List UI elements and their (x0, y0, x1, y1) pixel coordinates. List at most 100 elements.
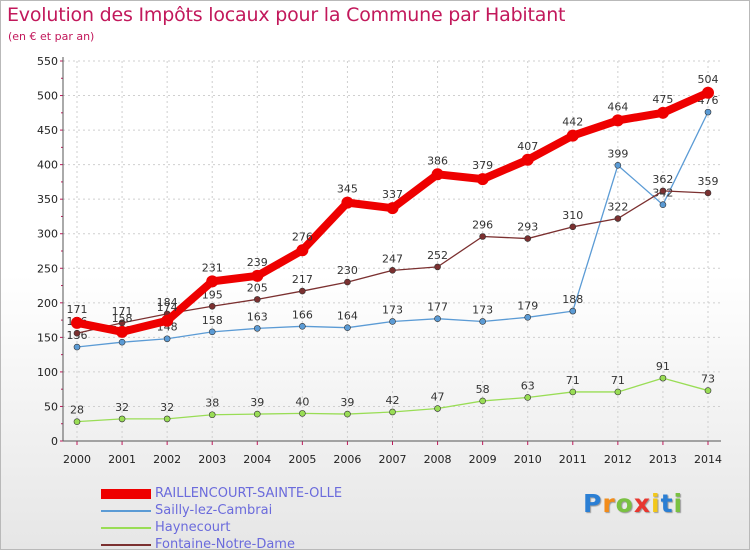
y-tick-label: 200 (37, 297, 58, 310)
data-label: 39 (340, 396, 354, 409)
x-tick-label: 2011 (559, 453, 587, 466)
data-point (344, 410, 351, 418)
x-tick-label: 2010 (514, 453, 542, 466)
chart-title: Evolution des Impôts locaux pour la Comm… (7, 4, 566, 26)
y-tick-label: 550 (37, 55, 58, 68)
data-label: 91 (656, 360, 670, 373)
x-tick-label: 2012 (604, 453, 632, 466)
data-label: 179 (517, 299, 538, 312)
proxiti-logo: Proxiti (583, 489, 683, 518)
x-tick-label: 2009 (469, 453, 497, 466)
data-label: 296 (472, 218, 493, 231)
data-point (614, 215, 622, 222)
data-point (253, 410, 261, 418)
data-point (341, 196, 354, 209)
data-point (611, 114, 624, 127)
data-point (476, 173, 489, 186)
data-point (163, 335, 171, 343)
logo-letter: i (673, 489, 684, 518)
data-label: 379 (472, 159, 493, 172)
data-point (251, 269, 264, 282)
data-point (431, 168, 444, 181)
logo-letter: r (602, 489, 616, 518)
data-point (524, 314, 532, 321)
data-label: 173 (382, 303, 403, 316)
y-tick-label: 450 (37, 124, 58, 137)
data-point (434, 405, 441, 412)
data-point (702, 86, 714, 99)
data-label: 171 (112, 305, 133, 318)
x-tick-label: 2014 (694, 453, 722, 466)
data-label: 171 (67, 303, 88, 316)
y-tick-label: 300 (37, 228, 58, 241)
data-point (434, 315, 441, 323)
y-tick-label: 50 (44, 400, 58, 413)
x-tick-label: 2005 (288, 453, 316, 466)
data-point (344, 278, 351, 286)
data-label: 464 (607, 100, 628, 113)
data-label: 359 (698, 175, 719, 188)
data-label: 173 (472, 303, 493, 316)
data-label: 39 (250, 396, 264, 409)
data-label: 362 (652, 173, 673, 186)
legend-swatch-fontaine (101, 543, 151, 546)
legend-label-fontaine: Fontaine-Notre-Dame (155, 537, 295, 552)
data-point (386, 202, 399, 215)
logo-letter: P (583, 489, 603, 518)
data-label: 239 (247, 256, 268, 269)
y-tick-label: 0 (51, 435, 58, 448)
data-point (116, 325, 129, 338)
data-label: 71 (566, 374, 580, 387)
data-point (566, 129, 579, 142)
data-label: 504 (698, 73, 719, 86)
data-point (521, 153, 534, 166)
data-point (704, 387, 712, 394)
data-point (569, 307, 577, 315)
data-label: 58 (476, 383, 490, 396)
data-point (704, 108, 712, 116)
y-tick-label: 350 (37, 193, 58, 206)
data-point (656, 106, 669, 119)
data-label: 32 (115, 401, 129, 414)
data-point (73, 329, 81, 337)
data-point (569, 388, 577, 396)
data-point (253, 296, 261, 303)
data-label: 40 (295, 395, 309, 408)
data-point (253, 325, 261, 332)
data-point (344, 324, 351, 331)
data-point (118, 338, 126, 346)
series-haynecourt: 28 32 32 38 39 40 39 42 47 58 63 71 71 91 73 (70, 360, 715, 425)
data-label: 310 (562, 209, 583, 222)
legend-swatch-haynecourt (101, 526, 151, 529)
data-label: 63 (521, 379, 535, 392)
data-label: 158 (112, 312, 133, 325)
y-tick-label: 100 (37, 366, 58, 379)
data-label: 442 (562, 116, 583, 129)
logo-letter: o (615, 489, 634, 518)
data-label: 38 (205, 397, 219, 410)
data-point (299, 323, 306, 330)
data-point (659, 187, 667, 195)
data-label: 188 (562, 293, 583, 306)
x-tick-label: 2003 (198, 453, 226, 466)
data-label: 386 (427, 154, 448, 167)
data-label: 475 (652, 93, 673, 106)
data-label: 293 (517, 221, 538, 234)
data-label: 337 (382, 188, 403, 201)
data-point (659, 201, 667, 209)
data-label: 42 (386, 394, 400, 407)
legend-swatch-raillencourt (101, 488, 151, 499)
legend-label-raillencourt: RAILLENCOURT-SAINTE-OLLE (155, 486, 343, 501)
x-tick-label: 2008 (424, 453, 452, 466)
data-point (208, 328, 216, 336)
data-label: 205 (247, 281, 268, 294)
data-point (389, 267, 396, 274)
x-tick-label: 2001 (108, 453, 136, 466)
legend-swatch-sailly (101, 509, 151, 512)
data-label: 177 (427, 301, 448, 314)
data-point (614, 162, 622, 169)
data-point (299, 287, 306, 295)
data-point (389, 318, 396, 325)
